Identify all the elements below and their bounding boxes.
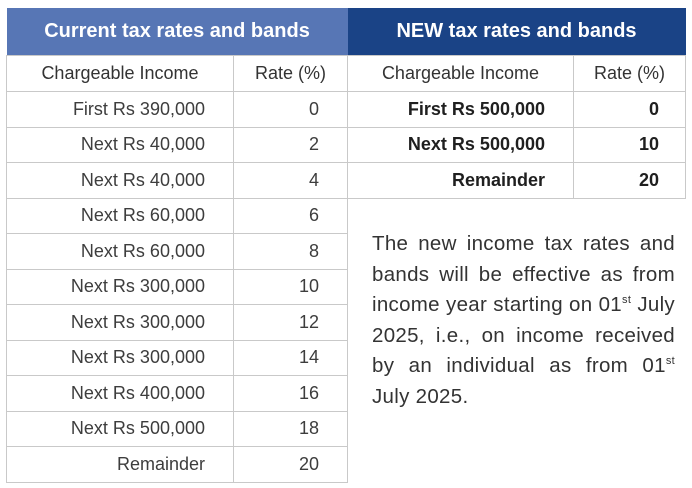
current-table-row: Next Rs 40,000 2 bbox=[6, 126, 348, 163]
current-table-row: Next Rs 60,000 6 bbox=[6, 197, 348, 234]
new-table-row: First Rs 500,000 0 bbox=[347, 91, 686, 128]
note-ordinal-1: st bbox=[622, 294, 632, 307]
current-col-rate-header: Rate (%) bbox=[233, 55, 348, 92]
income-band-cell: Next Rs 40,000 bbox=[6, 162, 234, 199]
current-table-row: Next Rs 500,000 18 bbox=[6, 410, 348, 447]
current-col-income-header: Chargeable Income bbox=[6, 55, 234, 92]
income-band-cell: First Rs 390,000 bbox=[6, 91, 234, 128]
income-band-cell: Next Rs 60,000 bbox=[6, 233, 234, 270]
income-band-cell: Next Rs 40,000 bbox=[6, 126, 234, 163]
current-table-row: Next Rs 300,000 12 bbox=[6, 304, 348, 341]
rate-cell: 8 bbox=[233, 233, 348, 270]
note-text-1: The new income tax rates and bands will … bbox=[372, 232, 675, 316]
current-tax-table: Current tax rates and bands Chargeable I… bbox=[6, 8, 348, 483]
new-col-rate-header: Rate (%) bbox=[573, 55, 686, 92]
rate-cell: 2 bbox=[233, 126, 348, 163]
rate-cell: 20 bbox=[233, 446, 348, 483]
income-band-cell: First Rs 500,000 bbox=[347, 91, 574, 128]
rate-cell: 12 bbox=[233, 304, 348, 341]
income-band-cell: Next Rs 300,000 bbox=[6, 339, 234, 376]
rate-cell: 4 bbox=[233, 162, 348, 199]
income-band-cell: Next Rs 500,000 bbox=[6, 410, 234, 447]
rate-cell: 18 bbox=[233, 410, 348, 447]
new-tax-table: NEW tax rates and bands Chargeable Incom… bbox=[347, 8, 686, 199]
rate-cell: 10 bbox=[573, 126, 686, 163]
current-table-row: Remainder 20 bbox=[6, 446, 348, 483]
income-band-cell: Next Rs 60,000 bbox=[6, 197, 234, 234]
note-ordinal-2: st bbox=[665, 355, 675, 368]
income-band-cell: Next Rs 400,000 bbox=[6, 375, 234, 412]
income-band-cell: Remainder bbox=[6, 446, 234, 483]
income-band-cell: Next Rs 300,000 bbox=[6, 304, 234, 341]
rate-cell: 10 bbox=[233, 268, 348, 305]
rate-cell: 14 bbox=[233, 339, 348, 376]
income-band-cell: Next Rs 500,000 bbox=[347, 126, 574, 163]
income-band-cell: Next Rs 300,000 bbox=[6, 268, 234, 305]
current-table-row: Next Rs 300,000 10 bbox=[6, 268, 348, 305]
rate-cell: 0 bbox=[573, 91, 686, 128]
current-table-row: Next Rs 400,000 16 bbox=[6, 375, 348, 412]
note-text-3: July 2025. bbox=[372, 384, 469, 408]
rate-cell: 0 bbox=[233, 91, 348, 128]
new-table-row: Remainder 20 bbox=[347, 162, 686, 199]
new-col-income-header: Chargeable Income bbox=[347, 55, 574, 92]
rate-cell: 16 bbox=[233, 375, 348, 412]
new-table-row: Next Rs 500,000 10 bbox=[347, 126, 686, 163]
rate-cell: 6 bbox=[233, 197, 348, 234]
current-table-row: Next Rs 60,000 8 bbox=[6, 233, 348, 270]
current-table-title: Current tax rates and bands bbox=[6, 8, 348, 56]
current-table-row: Next Rs 40,000 4 bbox=[6, 162, 348, 199]
current-table-row: Next Rs 300,000 14 bbox=[6, 339, 348, 376]
rate-cell: 20 bbox=[573, 162, 686, 199]
note-text-2: July 2025, i.e., on income received by a… bbox=[372, 293, 675, 377]
income-band-cell: Remainder bbox=[347, 162, 574, 199]
effective-date-note: The new income tax rates and bands will … bbox=[372, 229, 675, 412]
new-table-title: NEW tax rates and bands bbox=[347, 8, 686, 56]
current-table-row: First Rs 390,000 0 bbox=[6, 91, 348, 128]
